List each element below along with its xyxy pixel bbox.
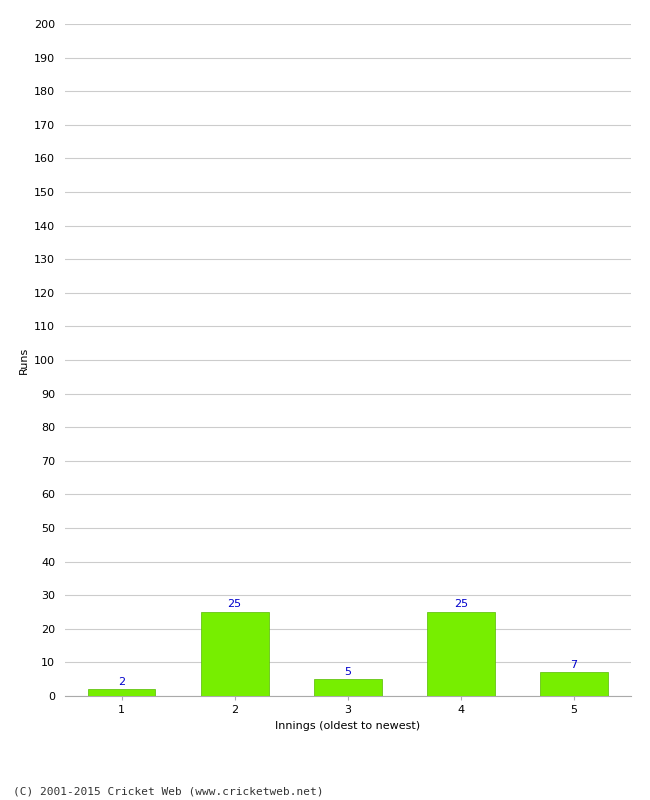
Bar [540, 673, 608, 696]
Text: 2: 2 [118, 677, 125, 686]
Text: 25: 25 [227, 599, 242, 610]
Bar [88, 690, 155, 696]
Text: (C) 2001-2015 Cricket Web (www.cricketweb.net): (C) 2001-2015 Cricket Web (www.cricketwe… [13, 786, 324, 796]
Bar [427, 612, 495, 696]
X-axis label: Innings (oldest to newest): Innings (oldest to newest) [275, 721, 421, 730]
Text: 25: 25 [454, 599, 468, 610]
Y-axis label: Runs: Runs [19, 346, 29, 374]
Bar [201, 612, 268, 696]
Bar [314, 679, 382, 696]
Text: 5: 5 [344, 666, 351, 677]
Text: 7: 7 [571, 660, 577, 670]
